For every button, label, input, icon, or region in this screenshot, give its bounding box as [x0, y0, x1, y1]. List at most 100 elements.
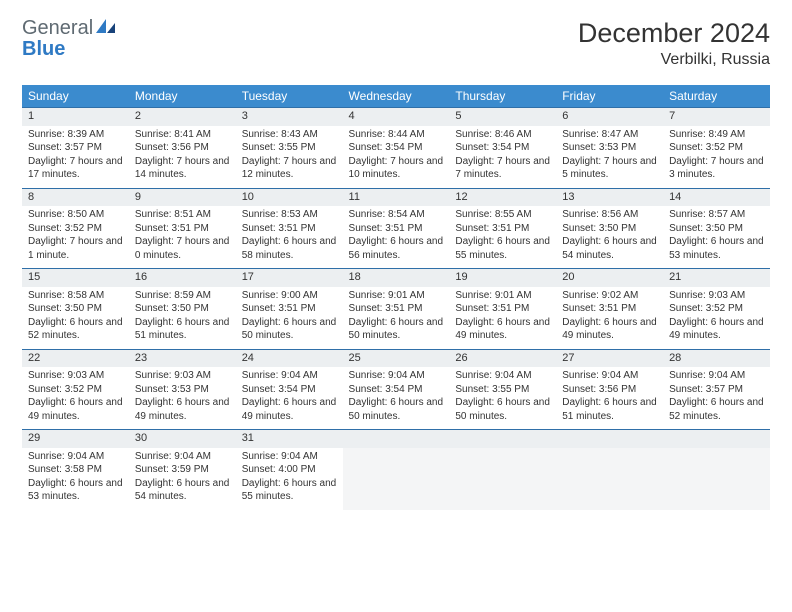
day-cell: Sunrise: 8:59 AMSunset: 3:50 PMDaylight:…	[129, 287, 236, 350]
sunrise-line: Sunrise: 9:04 AM	[349, 369, 444, 383]
day-number: 8	[22, 188, 129, 206]
sunset-line: Sunset: 3:54 PM	[455, 141, 550, 155]
sunset-line: Sunset: 3:57 PM	[669, 383, 764, 397]
sunset-line: Sunset: 3:56 PM	[135, 141, 230, 155]
daylight-line: Daylight: 6 hours and 54 minutes.	[135, 477, 230, 504]
sunrise-line: Sunrise: 8:56 AM	[562, 208, 657, 222]
day-cell: Sunrise: 9:04 AMSunset: 3:54 PMDaylight:…	[236, 367, 343, 430]
sunset-line: Sunset: 3:51 PM	[562, 302, 657, 316]
day-cell: Sunrise: 8:49 AMSunset: 3:52 PMDaylight:…	[663, 126, 770, 189]
sunrise-line: Sunrise: 8:55 AM	[455, 208, 550, 222]
day-cell: Sunrise: 8:51 AMSunset: 3:51 PMDaylight:…	[129, 206, 236, 269]
sunrise-line: Sunrise: 8:59 AM	[135, 289, 230, 303]
sunrise-line: Sunrise: 8:44 AM	[349, 128, 444, 142]
day-cell	[663, 448, 770, 510]
sunrise-line: Sunrise: 9:01 AM	[455, 289, 550, 303]
daylight-line: Daylight: 6 hours and 50 minutes.	[455, 396, 550, 423]
day-cell: Sunrise: 8:44 AMSunset: 3:54 PMDaylight:…	[343, 126, 450, 189]
day-cell: Sunrise: 9:02 AMSunset: 3:51 PMDaylight:…	[556, 287, 663, 350]
day-cell: Sunrise: 9:01 AMSunset: 3:51 PMDaylight:…	[449, 287, 556, 350]
day-number: 29	[22, 430, 129, 448]
day-number	[556, 430, 663, 448]
sunset-line: Sunset: 3:51 PM	[349, 302, 444, 316]
location: Verbilki, Russia	[578, 51, 770, 69]
sunrise-line: Sunrise: 8:47 AM	[562, 128, 657, 142]
day-cell: Sunrise: 8:53 AMSunset: 3:51 PMDaylight:…	[236, 206, 343, 269]
daylight-line: Daylight: 7 hours and 12 minutes.	[242, 155, 337, 182]
daylight-line: Daylight: 6 hours and 49 minutes.	[242, 396, 337, 423]
dayhdr-tue: Tuesday	[236, 85, 343, 108]
day-number	[343, 430, 450, 448]
sunrise-line: Sunrise: 8:57 AM	[669, 208, 764, 222]
sunset-line: Sunset: 4:00 PM	[242, 463, 337, 477]
day-number: 24	[236, 349, 343, 367]
dayhdr-sun: Sunday	[22, 85, 129, 108]
daylight-line: Daylight: 6 hours and 49 minutes.	[562, 316, 657, 343]
day-cell: Sunrise: 9:04 AMSunset: 4:00 PMDaylight:…	[236, 448, 343, 510]
daylight-line: Daylight: 6 hours and 51 minutes.	[562, 396, 657, 423]
sunrise-line: Sunrise: 9:00 AM	[242, 289, 337, 303]
day-number: 12	[449, 188, 556, 206]
daylight-line: Daylight: 7 hours and 14 minutes.	[135, 155, 230, 182]
day-cell: Sunrise: 9:03 AMSunset: 3:52 PMDaylight:…	[663, 287, 770, 350]
day-cell: Sunrise: 8:47 AMSunset: 3:53 PMDaylight:…	[556, 126, 663, 189]
sunrise-line: Sunrise: 9:04 AM	[455, 369, 550, 383]
daylight-line: Daylight: 7 hours and 0 minutes.	[135, 235, 230, 262]
sunset-line: Sunset: 3:51 PM	[455, 302, 550, 316]
sunrise-line: Sunrise: 8:53 AM	[242, 208, 337, 222]
daylight-line: Daylight: 6 hours and 50 minutes.	[349, 396, 444, 423]
logo-word-blue: Blue	[22, 38, 65, 60]
sunset-line: Sunset: 3:52 PM	[669, 302, 764, 316]
sunset-line: Sunset: 3:51 PM	[135, 222, 230, 236]
day-number: 9	[129, 188, 236, 206]
day-number: 25	[343, 349, 450, 367]
day-number: 21	[663, 269, 770, 287]
day-header-row: Sunday Monday Tuesday Wednesday Thursday…	[22, 85, 770, 108]
day-cell: Sunrise: 8:57 AMSunset: 3:50 PMDaylight:…	[663, 206, 770, 269]
day-cell: Sunrise: 9:03 AMSunset: 3:52 PMDaylight:…	[22, 367, 129, 430]
day-number: 27	[556, 349, 663, 367]
sunset-line: Sunset: 3:56 PM	[562, 383, 657, 397]
sunset-line: Sunset: 3:51 PM	[242, 302, 337, 316]
day-cell: Sunrise: 8:43 AMSunset: 3:55 PMDaylight:…	[236, 126, 343, 189]
daylight-line: Daylight: 6 hours and 53 minutes.	[669, 235, 764, 262]
daynum-row: 1234567	[22, 108, 770, 126]
sunset-line: Sunset: 3:52 PM	[28, 383, 123, 397]
daylight-line: Daylight: 6 hours and 53 minutes.	[28, 477, 123, 504]
day-number: 1	[22, 108, 129, 126]
sunrise-line: Sunrise: 9:04 AM	[135, 450, 230, 464]
day-number: 2	[129, 108, 236, 126]
day-cell: Sunrise: 9:04 AMSunset: 3:55 PMDaylight:…	[449, 367, 556, 430]
data-row: Sunrise: 8:58 AMSunset: 3:50 PMDaylight:…	[22, 287, 770, 350]
sunset-line: Sunset: 3:54 PM	[242, 383, 337, 397]
daylight-line: Daylight: 6 hours and 49 minutes.	[669, 316, 764, 343]
sunrise-line: Sunrise: 9:03 AM	[669, 289, 764, 303]
sunset-line: Sunset: 3:50 PM	[135, 302, 230, 316]
daynum-row: 293031	[22, 430, 770, 448]
dayhdr-fri: Friday	[556, 85, 663, 108]
sunrise-line: Sunrise: 9:04 AM	[28, 450, 123, 464]
daylight-line: Daylight: 6 hours and 55 minutes.	[455, 235, 550, 262]
day-cell: Sunrise: 9:03 AMSunset: 3:53 PMDaylight:…	[129, 367, 236, 430]
dayhdr-mon: Monday	[129, 85, 236, 108]
day-cell: Sunrise: 8:41 AMSunset: 3:56 PMDaylight:…	[129, 126, 236, 189]
day-cell: Sunrise: 8:39 AMSunset: 3:57 PMDaylight:…	[22, 126, 129, 189]
header: General Blue December 2024 Verbilki, Rus…	[22, 18, 770, 69]
day-cell: Sunrise: 9:00 AMSunset: 3:51 PMDaylight:…	[236, 287, 343, 350]
sunrise-line: Sunrise: 8:46 AM	[455, 128, 550, 142]
day-number: 3	[236, 108, 343, 126]
day-cell: Sunrise: 8:56 AMSunset: 3:50 PMDaylight:…	[556, 206, 663, 269]
day-cell: Sunrise: 9:04 AMSunset: 3:57 PMDaylight:…	[663, 367, 770, 430]
sunrise-line: Sunrise: 8:39 AM	[28, 128, 123, 142]
daylight-line: Daylight: 6 hours and 49 minutes.	[28, 396, 123, 423]
sunset-line: Sunset: 3:55 PM	[455, 383, 550, 397]
sunrise-line: Sunrise: 8:51 AM	[135, 208, 230, 222]
month-title: December 2024	[578, 18, 770, 49]
logo: General Blue	[22, 18, 117, 60]
day-number: 13	[556, 188, 663, 206]
sunset-line: Sunset: 3:52 PM	[28, 222, 123, 236]
day-cell: Sunrise: 9:01 AMSunset: 3:51 PMDaylight:…	[343, 287, 450, 350]
day-number: 30	[129, 430, 236, 448]
sunset-line: Sunset: 3:55 PM	[242, 141, 337, 155]
day-cell: Sunrise: 8:50 AMSunset: 3:52 PMDaylight:…	[22, 206, 129, 269]
